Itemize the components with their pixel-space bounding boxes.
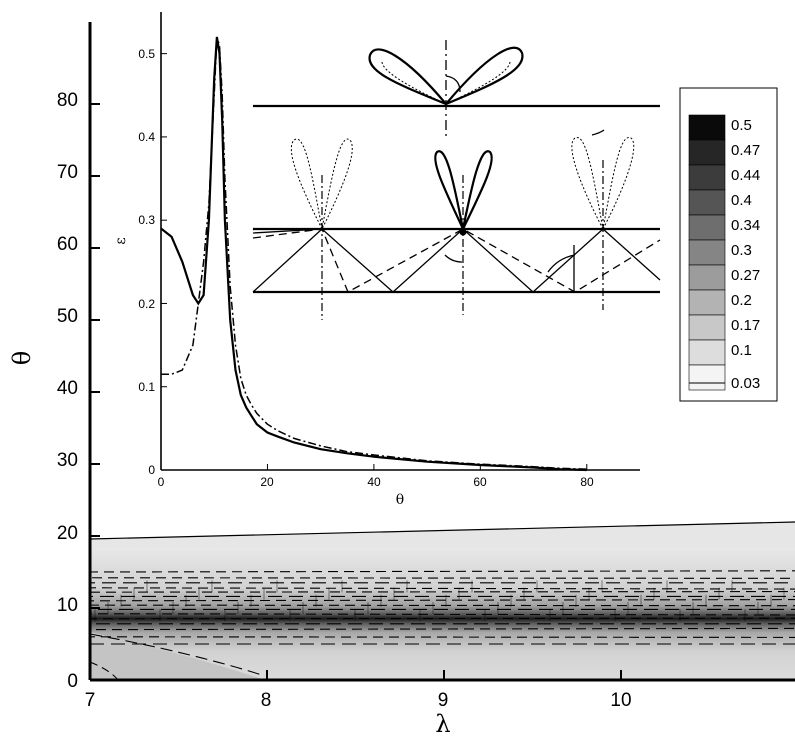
legend-swatch [688,239,726,266]
diagram-ray-path-left [252,228,323,293]
diagram-top-angle-arc [445,75,461,93]
heatmap-boundary-line [90,521,795,540]
main-heatmap [90,521,795,680]
contour-line [90,627,795,631]
inset-x-tick-label: 0 [158,475,165,489]
diagram-left-dotted-lobes [290,138,353,231]
inset-y-tick-label: 0.5 [138,47,155,61]
legend-swatch [688,189,726,216]
main-x-tick-label: 9 [438,690,449,711]
contour-lines [90,570,795,645]
legend-label: 0.5 [731,117,752,134]
inset-y-tick-label: 0.4 [138,130,155,144]
diagram-middle-angle-arc [444,254,463,263]
legend-swatch [688,364,726,391]
main-x-tick-label: 8 [261,690,272,711]
diagram-right-angle-arc [547,254,576,273]
legend-label: 0.34 [731,217,760,234]
legend-swatch [688,314,726,341]
inset-y-axis-title: ε [113,237,129,244]
legend-label: 0.17 [731,317,760,334]
inset-y-tick-label: 0 [148,463,155,477]
inset-y-tick-label: 0.2 [138,297,155,311]
legend-swatch [688,264,726,291]
inset-x-tick-label: 20 [260,475,274,489]
legend-label: 0.44 [731,167,760,184]
contour-line [90,636,795,638]
main-y-tick-label: 0 [67,671,78,692]
legend-label: 0.4 [731,192,752,209]
legend-swatch [688,139,726,166]
diagram-top-dotted-lobes [381,59,511,105]
legend-label: 0.03 [731,375,760,392]
legend-label: 0.47 [731,142,760,159]
contour-line [90,613,795,616]
contour-line [90,604,795,607]
legend-swatch [688,214,726,241]
inset-y-tick-label: 0.3 [138,213,155,227]
main-axes: 7 8 9 10 0 10 20 30 40 50 60 70 80 λ θ [8,22,795,738]
contour-line [90,599,795,602]
contour-line [90,570,795,573]
contour-line [90,617,795,620]
main-y-tick-label: 60 [57,234,78,255]
contour-line [90,587,795,590]
main-ticks [89,103,622,681]
legend-label: 0.3 [731,242,752,259]
inset-series-dashdot [161,36,587,470]
contour-line [90,577,795,579]
main-y-tick-label: 80 [57,90,78,111]
inset-x-axis-title: θ [396,492,404,508]
legend-swatch [688,114,726,141]
main-x-axis-title: λ [435,710,450,738]
main-y-tick-label: 10 [57,595,78,616]
contour-legend: 0.5 0.47 0.44 0.4 0.34 0.3 0.27 0.2 0.17… [679,87,778,402]
diagram-ray-dashed [252,228,661,293]
inset-x-tick-label: 40 [367,475,381,489]
inset-ticks [160,53,588,471]
inset-y-tick-label: 0.1 [138,380,155,394]
main-y-tick-label: 70 [57,162,78,183]
legend-label: 0.27 [731,267,760,284]
legend-swatch [688,164,726,191]
main-y-axis-title: θ [8,351,36,365]
legend-swatch [688,339,726,366]
inset-x-tick-label: 60 [473,475,487,489]
contour-line [90,591,795,593]
legend-swatches [688,114,726,391]
legend-label: 0.2 [731,292,752,309]
legend-label: 0.1 [731,342,752,359]
scattering-diagram [252,40,661,320]
main-y-tick-label: 50 [57,306,78,327]
diagram-right-top-arc [591,129,605,136]
inset-x-tick-label: 80 [580,475,594,489]
diagram-ray-solid [252,228,255,231]
inset-plot: 0 20 40 60 80 0 0.1 0.2 0.3 0.4 0.5 θ ε [113,8,661,508]
main-y-tick-label: 30 [57,450,78,471]
corner-contour-1 [90,633,266,677]
legend-swatch [688,289,726,316]
diagram-right-dotted-lobes [571,137,635,231]
diagram-center-dot [459,228,467,236]
corner-contour-2 [90,661,119,680]
main-y-tick-label: 20 [57,523,78,544]
main-x-tick-label: 7 [85,690,96,711]
inset-series-solid [160,36,587,472]
main-x-tick-label: 10 [610,690,631,711]
main-y-tick-label: 40 [57,378,78,399]
